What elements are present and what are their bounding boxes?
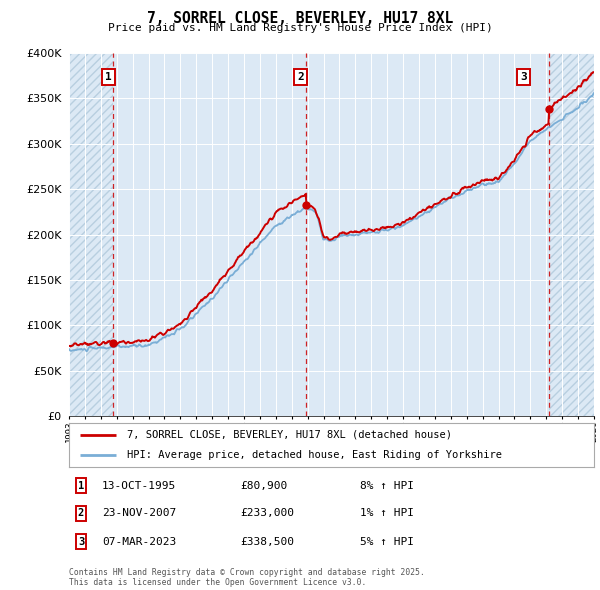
- Text: HPI: Average price, detached house, East Riding of Yorkshire: HPI: Average price, detached house, East…: [127, 450, 502, 460]
- Text: 1: 1: [105, 72, 112, 81]
- Text: 13-OCT-1995: 13-OCT-1995: [102, 481, 176, 490]
- Text: 1: 1: [78, 481, 84, 490]
- Text: 8% ↑ HPI: 8% ↑ HPI: [360, 481, 414, 490]
- Text: 23-NOV-2007: 23-NOV-2007: [102, 509, 176, 518]
- Text: 07-MAR-2023: 07-MAR-2023: [102, 537, 176, 546]
- Text: 3: 3: [520, 72, 527, 81]
- Text: 5% ↑ HPI: 5% ↑ HPI: [360, 537, 414, 546]
- Text: Contains HM Land Registry data © Crown copyright and database right 2025.
This d: Contains HM Land Registry data © Crown c…: [69, 568, 425, 587]
- Text: 3: 3: [78, 537, 84, 546]
- Text: Price paid vs. HM Land Registry's House Price Index (HPI): Price paid vs. HM Land Registry's House …: [107, 23, 493, 33]
- Bar: [69, 53, 113, 416]
- Text: £80,900: £80,900: [240, 481, 287, 490]
- Text: 2: 2: [78, 509, 84, 518]
- Text: £338,500: £338,500: [240, 537, 294, 546]
- Text: 1% ↑ HPI: 1% ↑ HPI: [360, 509, 414, 518]
- Text: 7, SORREL CLOSE, BEVERLEY, HU17 8XL: 7, SORREL CLOSE, BEVERLEY, HU17 8XL: [147, 11, 453, 25]
- Text: £233,000: £233,000: [240, 509, 294, 518]
- Bar: [549, 53, 594, 416]
- Text: 7, SORREL CLOSE, BEVERLEY, HU17 8XL (detached house): 7, SORREL CLOSE, BEVERLEY, HU17 8XL (det…: [127, 430, 452, 440]
- Text: 2: 2: [297, 72, 304, 81]
